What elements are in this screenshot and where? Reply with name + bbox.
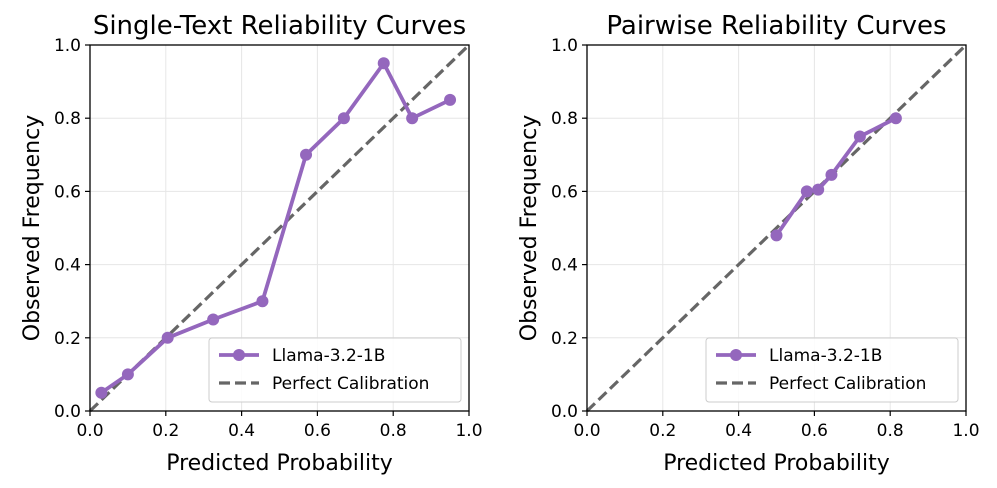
legend-label-llama: Llama-3.2-1B	[272, 346, 385, 366]
data-point	[337, 112, 350, 125]
data-point	[406, 112, 419, 125]
data-point	[889, 112, 902, 125]
y-axis-label: Observed Frequency	[20, 115, 45, 342]
x-tick-label: 1.0	[952, 421, 979, 441]
x-tick-label: 0.8	[877, 421, 904, 441]
data-point	[770, 229, 783, 242]
legend-label-llama: Llama-3.2-1B	[769, 346, 882, 366]
data-point	[825, 168, 838, 181]
x-tick-label: 0.6	[801, 421, 828, 441]
x-tick-label: 0.0	[573, 421, 600, 441]
y-tick-label: 0.8	[54, 109, 81, 129]
y-tick-label: 1.0	[551, 36, 578, 56]
perfect-calibration-segment	[585, 43, 968, 413]
y-tick-label: 0.0	[551, 402, 578, 422]
y-tick-label: 0.4	[54, 256, 81, 276]
plot-frame	[586, 44, 967, 412]
legend: Llama-3.2-1B Perfect Calibration	[705, 337, 959, 403]
x-tick-label: 0.6	[304, 421, 331, 441]
data-point	[800, 185, 813, 198]
y-tick-label: 0.2	[551, 329, 578, 349]
y-tick-label: 0.6	[551, 182, 578, 202]
data-point	[161, 331, 174, 344]
llama-series	[95, 57, 457, 399]
y-tick-label: 1.0	[54, 36, 81, 56]
x-tick-label: 1.0	[455, 421, 482, 441]
data-point	[95, 386, 108, 399]
data-point	[300, 148, 313, 161]
x-tick-label: 0.0	[76, 421, 103, 441]
x-ticks: 0.0 0.2 0.4 0.6 0.8 1.0	[76, 411, 483, 441]
chart-title: Pairwise Reliability Curves	[606, 11, 946, 41]
x-axis-label: Predicted Probability	[663, 451, 890, 476]
data-point	[377, 57, 390, 70]
x-tick-label: 0.2	[649, 421, 676, 441]
series-line	[774, 116, 897, 237]
data-point	[853, 130, 866, 143]
y-axis-label: Observed Frequency	[517, 115, 542, 342]
data-point	[207, 313, 220, 326]
x-tick-label: 0.8	[380, 421, 407, 441]
legend-label-perfect: Perfect Calibration	[769, 374, 926, 394]
legend: Llama-3.2-1B Perfect Calibration	[208, 337, 462, 403]
x-tick-label: 0.2	[152, 421, 179, 441]
legend-label-perfect: Perfect Calibration	[272, 374, 429, 394]
y-tick-label: 0.6	[54, 182, 81, 202]
legend-box	[705, 337, 959, 403]
series-line	[100, 61, 451, 395]
y-tick-label: 0.8	[551, 109, 578, 129]
data-point	[256, 295, 269, 308]
legend-marker-llama	[233, 349, 245, 361]
perfect-calibration-line	[585, 43, 968, 413]
x-tick-label: 0.4	[228, 421, 255, 441]
single-text-chart: 0.0 0.2 0.4 0.6 0.8 1.0 0.0 0.2 0.4 0.6 0.8 1.0 Si…	[20, 11, 483, 476]
y-ticks: 0.0 0.2 0.4 0.6 0.8 1.0	[551, 36, 587, 422]
y-ticks: 0.0 0.2 0.4 0.6 0.8 1.0	[54, 36, 90, 422]
y-tick-label: 0.0	[54, 402, 81, 422]
y-tick-label: 0.2	[54, 329, 81, 349]
x-tick-label: 0.4	[725, 421, 752, 441]
x-ticks: 0.0 0.2 0.4 0.6 0.8 1.0	[573, 411, 980, 441]
x-axis-label: Predicted Probability	[166, 451, 393, 476]
y-tick-label: 0.4	[551, 256, 578, 276]
legend-marker-llama	[730, 349, 742, 361]
legend-box	[208, 337, 462, 403]
plot-frame	[89, 44, 470, 412]
llama-series	[770, 112, 902, 242]
data-point	[444, 93, 457, 106]
pairwise-chart: 0.0 0.2 0.4 0.6 0.8 1.0 0.0 0.2 0.4 0.6 0.8 1.0 Pa…	[517, 11, 980, 476]
data-point	[812, 183, 825, 196]
data-point	[121, 368, 134, 381]
chart-title: Single-Text Reliability Curves	[93, 11, 466, 41]
